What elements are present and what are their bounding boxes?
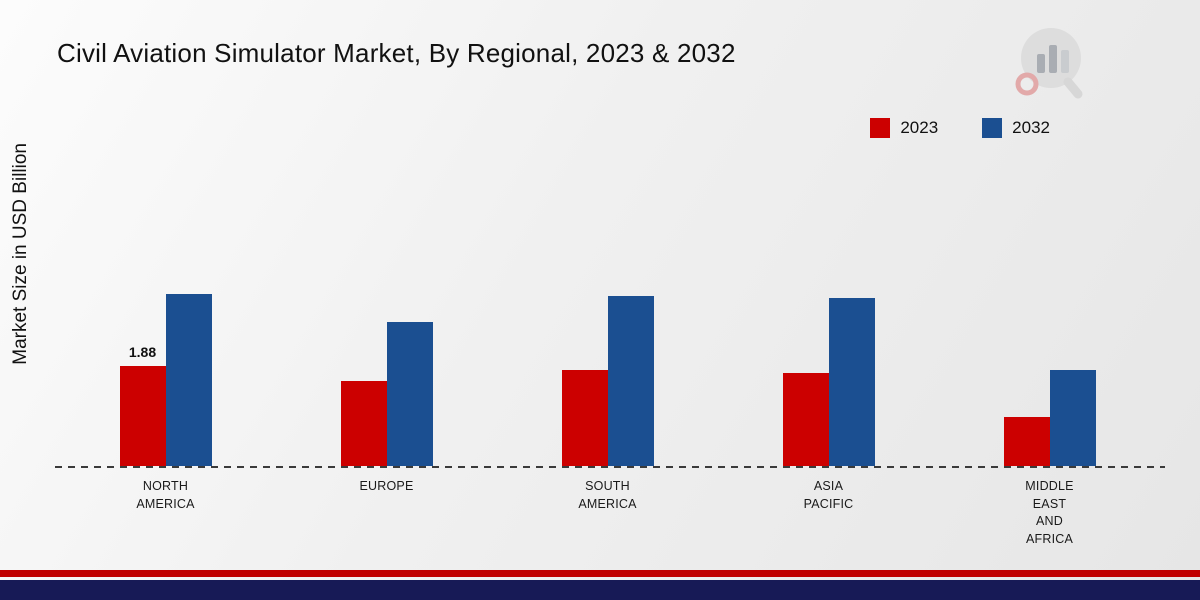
bar-2032-cat2 <box>607 296 654 466</box>
brand-logo-icon <box>1015 28 1083 99</box>
bar-pair <box>340 322 433 466</box>
category-label-3: ASIA PACIFIC <box>803 479 854 511</box>
legend-item-2023: 2023 <box>870 118 938 138</box>
chart-title: Civil Aviation Simulator Market, By Regi… <box>57 38 736 68</box>
bar-group-3: ASIA PACIFIC <box>718 251 939 511</box>
bar-pair <box>1003 370 1096 466</box>
category-label-2: SOUTH AMERICA <box>578 479 637 511</box>
category-label-4: MIDDLE EAST AND AFRICA <box>1025 479 1074 546</box>
bar-group-0: 1.88 NORTH AMERICA <box>55 251 276 511</box>
legend-swatch-2032-icon <box>982 118 1003 138</box>
legend-label-2032: 2032 <box>1012 118 1050 137</box>
bar-2023-cat2 <box>561 370 608 466</box>
footer-accent-stripe <box>0 570 1200 577</box>
x-axis-baseline <box>55 466 1165 468</box>
bar-group-1: EUROPE <box>276 251 497 493</box>
bar-pair: 1.88 <box>119 294 212 466</box>
bar-2023-cat1 <box>340 381 387 466</box>
bar-pair <box>782 298 875 466</box>
legend-swatch-2023-icon <box>870 118 891 138</box>
bar-chart-plot-area: 1.88 NORTH AMERICA EUROPE SOUTH AMERICA ASIA… <box>55 251 1160 546</box>
y-axis-label: Market Size in USD Billion <box>10 143 31 365</box>
legend: 2023 2032 <box>870 118 1050 138</box>
bar-2032-cat3 <box>828 298 875 466</box>
bar-group-2: SOUTH AMERICA <box>497 251 718 511</box>
legend-label-2023: 2023 <box>900 118 939 137</box>
bar-2023-cat4 <box>1003 417 1050 466</box>
legend-item-2032: 2032 <box>982 118 1050 138</box>
bar-2032-cat4 <box>1049 370 1096 466</box>
bar-2023-cat3 <box>782 373 829 466</box>
bar-pair <box>561 296 654 466</box>
category-label-1: EUROPE <box>359 479 414 493</box>
bar-2023-cat0: 1.88 <box>119 344 166 466</box>
footer-bar <box>0 580 1200 600</box>
bar-2032-cat1 <box>386 322 433 466</box>
bar-2032-cat0 <box>165 294 212 466</box>
bar-group-4: MIDDLE EAST AND AFRICA <box>939 251 1160 546</box>
bar-value-label: 1.88 <box>128 344 157 360</box>
category-label-0: NORTH AMERICA <box>136 479 195 511</box>
